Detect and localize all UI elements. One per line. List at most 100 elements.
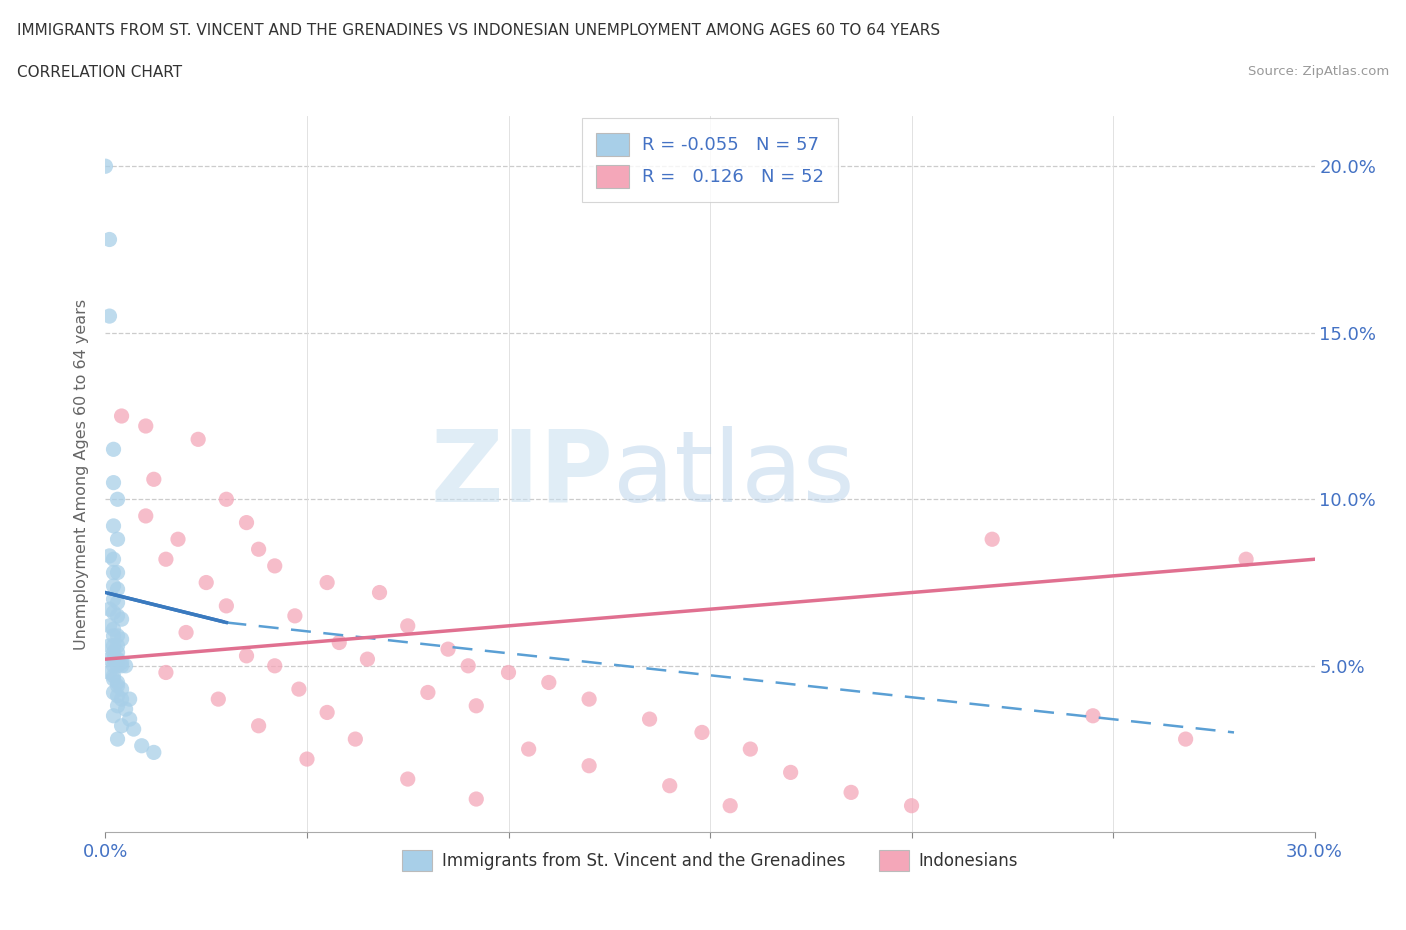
Point [155, 551, 177, 566]
Point [114, 701, 136, 716]
Point [110, 655, 132, 670]
Point [690, 725, 713, 740]
Point [1081, 709, 1104, 724]
Point [457, 658, 479, 673]
Point [107, 678, 129, 693]
Point [107, 645, 129, 660]
Point [328, 635, 350, 650]
Point [284, 608, 307, 623]
Point [368, 585, 391, 600]
Point [122, 722, 145, 737]
Point [195, 575, 218, 590]
Point [174, 625, 197, 640]
Point [98, 618, 121, 633]
Point [215, 492, 238, 507]
Point [1174, 732, 1197, 747]
Point [110, 692, 132, 707]
Point [107, 565, 129, 580]
Point [110, 631, 132, 646]
Point [107, 608, 129, 623]
Point [131, 738, 153, 753]
Point [118, 711, 141, 726]
Point [103, 638, 125, 653]
Point [288, 682, 311, 697]
Point [396, 772, 419, 787]
Point [779, 765, 801, 780]
Point [142, 472, 165, 486]
Text: ZIP: ZIP [430, 426, 613, 523]
Point [103, 685, 125, 700]
Point [114, 658, 136, 673]
Point [107, 675, 129, 690]
Point [839, 785, 862, 800]
Point [103, 709, 125, 724]
Point [103, 671, 125, 686]
Point [498, 665, 520, 680]
Legend: Immigrants from St. Vincent and the Grenadines, Indonesians: Immigrants from St. Vincent and the Gren… [395, 843, 1025, 878]
Point [107, 595, 129, 610]
Point [658, 778, 681, 793]
Point [981, 532, 1004, 547]
Point [98, 652, 121, 667]
Point [103, 591, 125, 606]
Point [155, 665, 177, 680]
Point [103, 565, 125, 580]
Point [107, 492, 129, 507]
Point [103, 622, 125, 637]
Point [295, 751, 318, 766]
Point [356, 652, 378, 667]
Point [900, 798, 922, 813]
Text: CORRELATION CHART: CORRELATION CHART [17, 65, 181, 80]
Point [416, 685, 439, 700]
Point [107, 732, 129, 747]
Point [316, 575, 339, 590]
Text: atlas: atlas [613, 426, 855, 523]
Point [718, 798, 741, 813]
Point [103, 669, 125, 684]
Y-axis label: Unemployment Among Ages 60 to 64 years: Unemployment Among Ages 60 to 64 years [75, 299, 90, 650]
Point [135, 418, 157, 433]
Point [187, 432, 209, 446]
Point [103, 645, 125, 660]
Point [344, 732, 367, 747]
Point [98, 232, 121, 247]
Point [110, 408, 132, 423]
Point [517, 741, 540, 756]
Point [437, 642, 460, 657]
Point [263, 558, 285, 573]
Point [107, 638, 129, 653]
Point [103, 475, 125, 490]
Point [638, 711, 661, 726]
Point [142, 745, 165, 760]
Point [107, 688, 129, 703]
Point [247, 718, 270, 733]
Point [98, 549, 121, 564]
Point [107, 532, 129, 547]
Point [103, 551, 125, 566]
Point [107, 652, 129, 667]
Text: IMMIGRANTS FROM ST. VINCENT AND THE GRENADINES VS INDONESIAN UNEMPLOYMENT AMONG : IMMIGRANTS FROM ST. VINCENT AND THE GREN… [17, 23, 941, 38]
Point [98, 638, 121, 653]
Point [107, 582, 129, 597]
Point [103, 658, 125, 673]
Point [118, 692, 141, 707]
Point [103, 578, 125, 593]
Point [263, 658, 285, 673]
Point [135, 509, 157, 524]
Point [215, 598, 238, 613]
Point [167, 532, 190, 547]
Point [235, 648, 257, 663]
Point [103, 519, 125, 534]
Point [103, 442, 125, 457]
Point [537, 675, 560, 690]
Point [98, 665, 121, 680]
Point [465, 698, 488, 713]
Point [110, 682, 132, 697]
Point [98, 602, 121, 617]
Point [578, 692, 600, 707]
Point [107, 629, 129, 644]
Point [578, 758, 600, 773]
Point [465, 791, 488, 806]
Point [316, 705, 339, 720]
Point [107, 698, 129, 713]
